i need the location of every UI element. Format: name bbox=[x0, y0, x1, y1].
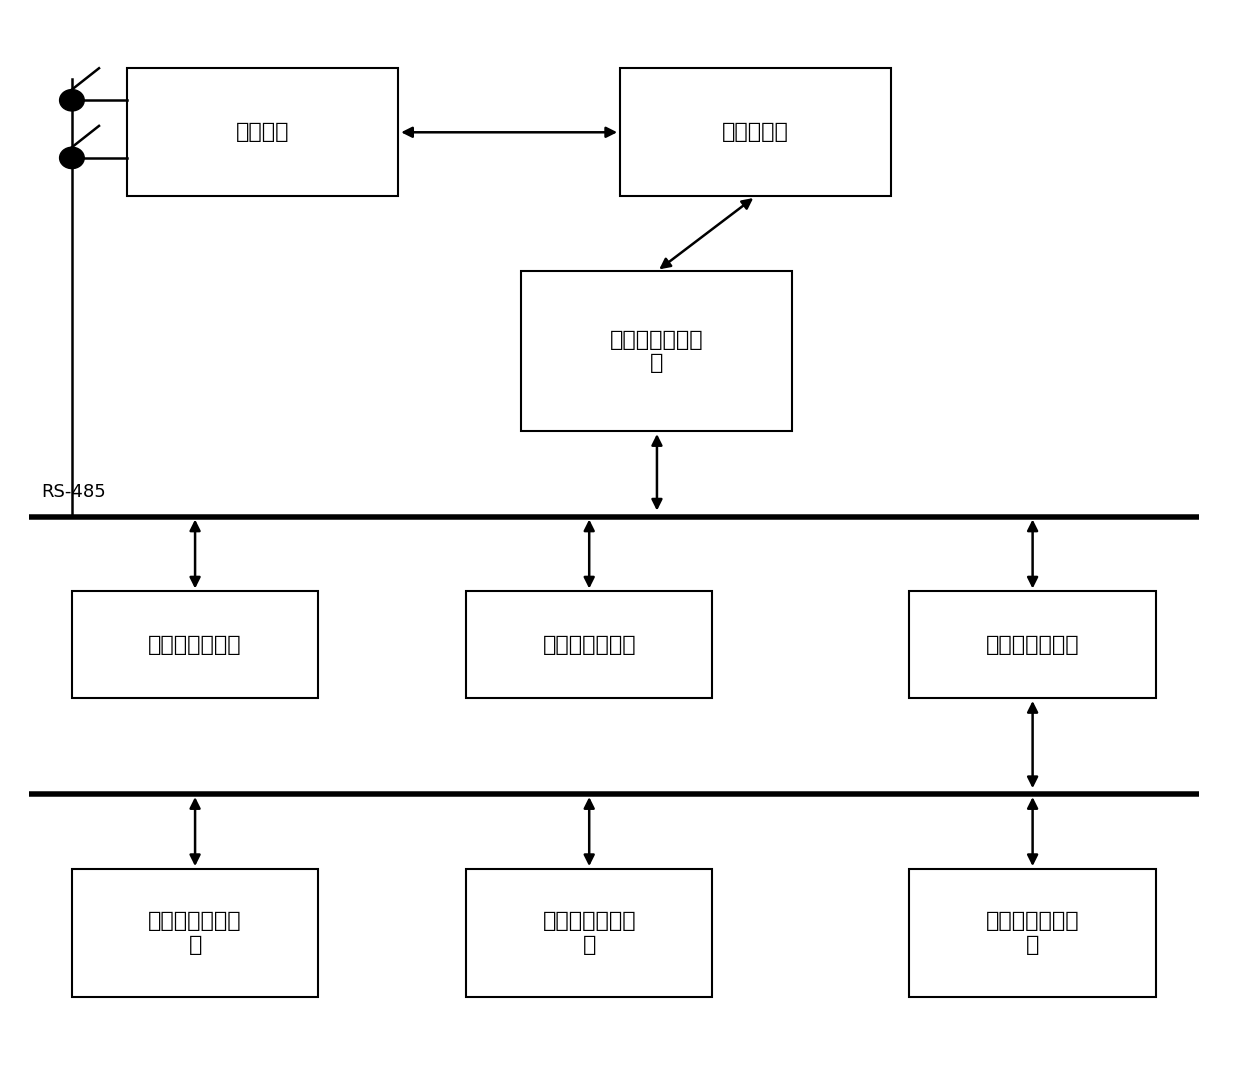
Bar bbox=[128, 68, 398, 196]
Text: 故障电弧中继器: 故障电弧中继器 bbox=[986, 635, 1080, 655]
Bar bbox=[72, 869, 319, 997]
Text: 故障电弧中继器: 故障电弧中继器 bbox=[149, 635, 242, 655]
Bar bbox=[466, 869, 712, 997]
Bar bbox=[909, 869, 1156, 997]
Text: 故障电弧监测主
机: 故障电弧监测主 机 bbox=[610, 329, 704, 372]
Bar bbox=[522, 271, 792, 431]
Text: 故障电弧探测节
点: 故障电弧探测节 点 bbox=[986, 911, 1080, 954]
Text: 故障电弧探测节
点: 故障电弧探测节 点 bbox=[542, 911, 636, 954]
Text: RS-485: RS-485 bbox=[41, 483, 105, 500]
Text: 故障电弧探测节
点: 故障电弧探测节 点 bbox=[149, 911, 242, 954]
Text: 中央控制器: 中央控制器 bbox=[722, 123, 789, 142]
Text: 电源开关: 电源开关 bbox=[236, 123, 290, 142]
Circle shape bbox=[60, 89, 84, 111]
Bar bbox=[466, 592, 712, 698]
Bar bbox=[72, 592, 319, 698]
Text: 故障电弧中继器: 故障电弧中继器 bbox=[542, 635, 636, 655]
Bar bbox=[620, 68, 892, 196]
Bar bbox=[909, 592, 1156, 698]
Circle shape bbox=[60, 147, 84, 169]
